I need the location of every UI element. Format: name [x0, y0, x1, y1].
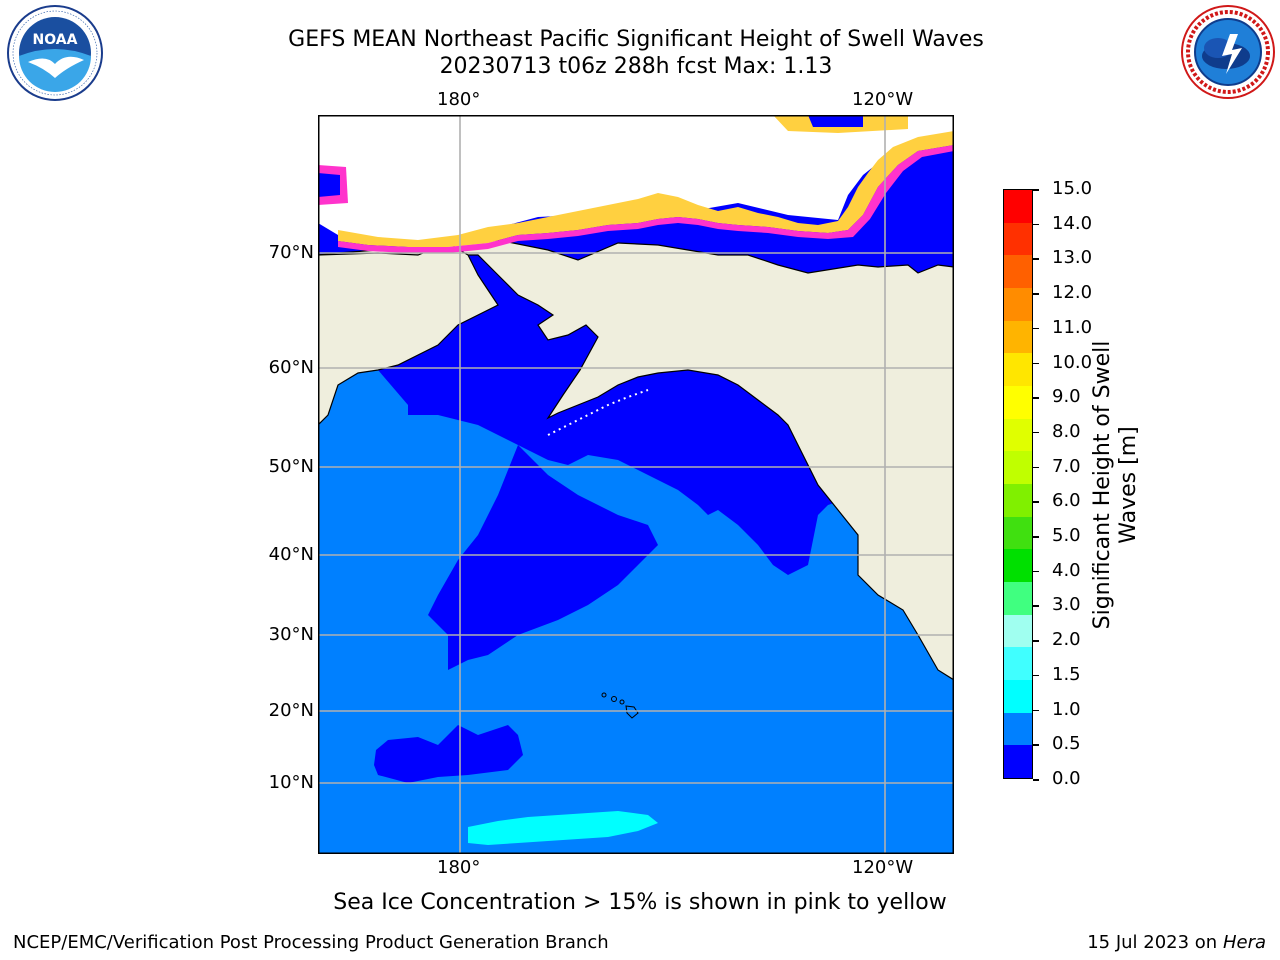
colorbar-tick-mark: [1033, 709, 1039, 712]
lon-label-top-120w: 120°W: [852, 89, 914, 110]
sea-ice-note: Sea Ice Concentration > 15% is shown in …: [333, 890, 947, 915]
colorbar-tick-label: 11.0: [1052, 316, 1093, 338]
colorbar-label: Significant Height of Swell Waves [m]: [1090, 340, 1141, 630]
colorbar-segment: [1004, 680, 1032, 713]
colorbar: [1003, 189, 1033, 779]
colorbar-segment: [1004, 418, 1032, 452]
swell-map: [318, 115, 954, 854]
colorbar-tick-mark: [1033, 466, 1039, 469]
colorbar-segment: [1004, 745, 1032, 779]
chart-subtitle: 20230713 t06z 288h fcst Max: 1.13: [439, 54, 833, 79]
colorbar-tick-label: 1.5: [1052, 663, 1081, 685]
colorbar-segment: [1004, 712, 1032, 746]
colorbar-segment: [1004, 516, 1032, 550]
colorbar-tick-mark: [1033, 397, 1039, 399]
colorbar-tick-mark: [1033, 327, 1039, 330]
lat-label-70n: 70°N: [268, 242, 314, 263]
colorbar-tick-label: 5.0: [1052, 525, 1081, 547]
colorbar-tick-label: 14.0: [1052, 212, 1093, 234]
colorbar-tick-label: 3.0: [1052, 594, 1081, 616]
colorbar-tick-label: 12.0: [1052, 282, 1093, 304]
ice-white: [318, 115, 954, 245]
lat-label-60n: 60°N: [268, 357, 314, 378]
colorbar-segment: [1004, 288, 1032, 321]
colorbar-tick-mark: [1033, 189, 1039, 191]
lat-label-30n: 30°N: [268, 624, 314, 645]
colorbar-tick-label: 13.0: [1052, 247, 1093, 269]
colorbar-tick-mark: [1033, 293, 1039, 295]
ocean-swell-0-0.5-south: [374, 725, 523, 783]
colorbar-tick-mark: [1033, 674, 1039, 677]
colorbar-segment: [1004, 549, 1032, 583]
ocean-swell-1.0-1.5: [468, 811, 658, 845]
ice-northeast-blue: [808, 115, 863, 127]
colorbar-tick-label: 6.0: [1052, 490, 1081, 512]
colorbar-segment: [1004, 190, 1032, 223]
colorbar-tick-label: 4.0: [1052, 559, 1081, 581]
lat-label-10n: 10°N: [268, 772, 314, 793]
colorbar-tick-mark: [1033, 605, 1039, 607]
ice-west-patch-blue: [318, 173, 340, 197]
colorbar-tick-mark: [1033, 536, 1039, 538]
colorbar-segment: [1004, 582, 1032, 615]
map-gridlines: [318, 115, 954, 854]
lat-label-20n: 20°N: [268, 700, 314, 721]
colorbar-tick-mark: [1033, 258, 1039, 260]
colorbar-segment: [1004, 353, 1032, 387]
colorbar-tick-label: 2.0: [1052, 629, 1081, 651]
chart-title: GEFS MEAN Northeast Pacific Significant …: [288, 27, 984, 52]
colorbar-tick-mark: [1033, 744, 1039, 746]
colorbar-tick-mark: [1033, 779, 1039, 781]
colorbar-tick-label: 9.0: [1052, 386, 1081, 408]
colorbar-segment: [1004, 222, 1032, 256]
aleutian-islands: [547, 389, 649, 436]
footer-date: 15 Jul 2023 on Hera: [1087, 932, 1266, 953]
colorbar-tick-mark: [1033, 431, 1039, 434]
footer-host: Hera: [1222, 932, 1266, 953]
ocean-swell-0-0.5-blob: [428, 445, 658, 670]
colorbar-segment: [1004, 386, 1032, 419]
noaa-logo: NOAA: [7, 5, 103, 101]
colorbar-tick-label: 10.0: [1052, 351, 1093, 373]
colorbar-segment: [1004, 320, 1032, 354]
colorbar-tick-label: 0.5: [1052, 733, 1081, 755]
colorbar-segment: [1004, 647, 1032, 681]
colorbar-tick-label: 8.0: [1052, 420, 1081, 442]
colorbar-tick-label: 0.0: [1052, 768, 1081, 789]
lon-label-bottom-120w: 120°W: [852, 857, 914, 878]
colorbar-tick-label: 1.0: [1052, 698, 1081, 720]
lat-label-50n: 50°N: [268, 456, 314, 477]
colorbar-tick-mark: [1033, 362, 1039, 365]
land-north: [318, 239, 954, 681]
lon-label-top-180: 180°: [437, 89, 481, 110]
colorbar-tick-mark: [1033, 640, 1039, 642]
colorbar-tick-mark: [1033, 570, 1039, 573]
colorbar-tick-label: 15.0: [1052, 178, 1093, 199]
lon-label-bottom-180: 180°: [437, 857, 481, 878]
colorbar-tick-mark: [1033, 223, 1039, 226]
map-frame: [318, 115, 954, 854]
colorbar-segment: [1004, 255, 1032, 289]
svg-text:NOAA: NOAA: [33, 32, 78, 48]
colorbar-tick-mark: [1033, 501, 1039, 503]
footer-producer: NCEP/EMC/Verification Post Processing Pr…: [13, 932, 609, 953]
nws-logo: [1181, 5, 1275, 99]
colorbar-tick-label: 7.0: [1052, 455, 1081, 477]
lat-label-40n: 40°N: [268, 544, 314, 565]
colorbar-segment: [1004, 484, 1032, 517]
hawaii-islands: [601, 692, 639, 719]
colorbar-segment: [1004, 451, 1032, 485]
colorbar-segment: [1004, 614, 1032, 648]
